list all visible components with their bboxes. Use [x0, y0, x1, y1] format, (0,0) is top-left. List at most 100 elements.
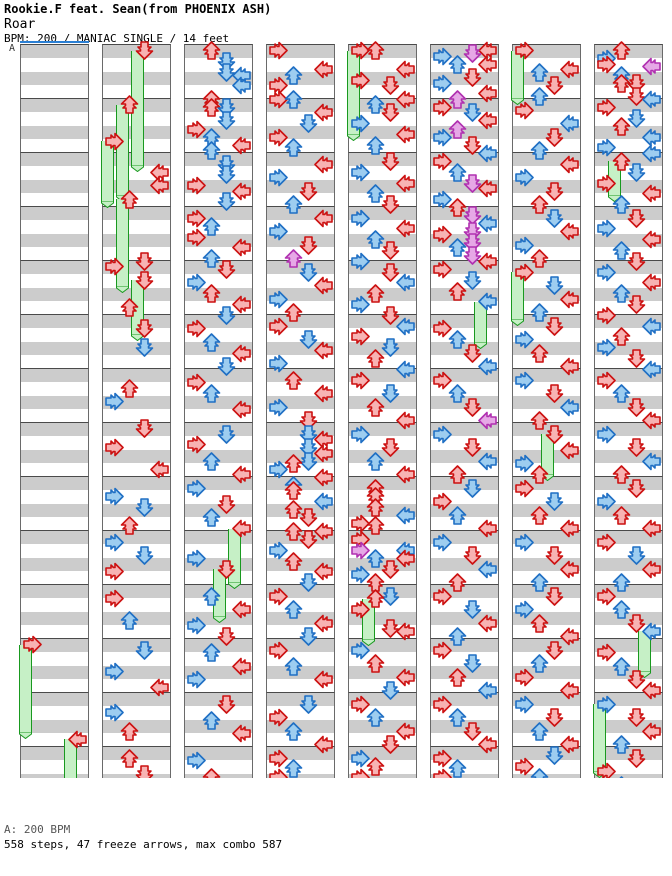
note-arrow-up[interactable]	[299, 694, 318, 714]
note-arrow-left[interactable]	[432, 225, 452, 244]
note-arrow-right[interactable]	[477, 452, 497, 471]
note-arrow-down[interactable]	[612, 117, 631, 136]
note-arrow-right[interactable]	[477, 735, 497, 754]
note-arrow-up[interactable]	[463, 135, 482, 155]
note-arrow-left[interactable]	[350, 600, 370, 619]
note-arrow-left[interactable]	[186, 751, 206, 770]
note-arrow-down[interactable]	[366, 497, 385, 517]
note-arrow-left[interactable]	[186, 670, 206, 689]
note-arrow-up[interactable]	[463, 721, 482, 741]
note-arrow-down[interactable]	[612, 327, 631, 347]
note-arrow-up[interactable]	[381, 619, 400, 638]
note-arrow-left[interactable]	[514, 41, 534, 60]
note-arrow-left[interactable]	[104, 438, 124, 457]
note-arrow-left[interactable]	[104, 589, 124, 608]
note-arrow-down[interactable]	[284, 522, 303, 541]
note-arrow-left[interactable]	[514, 101, 534, 120]
note-arrow-up[interactable]	[627, 670, 646, 690]
note-arrow-right[interactable]	[67, 730, 87, 749]
note-arrow-down[interactable]	[366, 756, 385, 776]
note-arrow-down[interactable]	[202, 711, 221, 730]
note-arrow-down[interactable]	[284, 65, 303, 85]
note-arrow-down[interactable]	[612, 195, 631, 214]
note-arrow-up[interactable]	[627, 73, 646, 93]
note-arrow-up[interactable]	[217, 165, 236, 185]
note-arrow-left[interactable]	[432, 492, 452, 511]
note-arrow-down[interactable]	[448, 667, 467, 687]
note-arrow-down[interactable]	[448, 384, 467, 403]
note-arrow-down[interactable]	[120, 748, 139, 768]
note-arrow-left[interactable]	[514, 263, 534, 282]
note-arrow-left[interactable]	[104, 662, 124, 681]
note-arrow-up[interactable]	[135, 497, 154, 517]
note-arrow-left[interactable]	[432, 371, 452, 390]
note-arrow-right[interactable]	[313, 614, 333, 633]
note-arrow-right[interactable]	[477, 41, 497, 60]
note-arrow-right[interactable]	[641, 317, 661, 336]
note-arrow-up[interactable]	[381, 306, 400, 325]
note-arrow-left[interactable]	[514, 168, 534, 187]
note-arrow-down[interactable]	[202, 41, 221, 61]
note-arrow-up[interactable]	[217, 63, 236, 82]
note-arrow-down[interactable]	[284, 657, 303, 676]
note-arrow-up[interactable]	[135, 546, 154, 565]
note-arrow-left[interactable]	[186, 549, 206, 568]
note-arrow-down[interactable]	[448, 162, 467, 182]
note-arrow-up[interactable]	[463, 103, 482, 123]
freeze-arrow-body[interactable]	[511, 272, 524, 319]
note-arrow-left[interactable]	[596, 263, 616, 282]
note-arrow-down[interactable]	[366, 451, 385, 471]
note-arrow-up[interactable]	[381, 152, 400, 171]
note-arrow-right[interactable]	[477, 179, 497, 198]
note-arrow-up[interactable]	[463, 600, 482, 619]
note-arrow-left[interactable]	[350, 768, 370, 778]
note-arrow-up[interactable]	[135, 419, 154, 439]
note-arrow-down[interactable]	[612, 73, 631, 93]
note-arrow-down[interactable]	[448, 708, 467, 727]
note-arrow-left[interactable]	[104, 533, 124, 552]
note-arrow-down[interactable]	[202, 643, 221, 663]
note-arrow-down[interactable]	[284, 551, 303, 571]
freeze-arrow-body[interactable]	[541, 434, 554, 475]
note-arrow-down[interactable]	[612, 775, 631, 778]
note-arrow-down[interactable]	[284, 249, 303, 268]
note-arrow-right[interactable]	[231, 600, 251, 619]
note-arrow-left[interactable]	[268, 290, 288, 309]
note-arrow-up[interactable]	[299, 181, 318, 201]
note-arrow-up[interactable]	[463, 44, 482, 63]
note-arrow-down[interactable]	[120, 378, 139, 398]
note-arrow-down[interactable]	[448, 119, 467, 139]
stepchart-grid[interactable]: A	[0, 41, 672, 778]
note-arrow-right[interactable]	[641, 144, 661, 163]
note-arrow-down[interactable]	[284, 500, 303, 520]
note-arrow-right[interactable]	[559, 114, 579, 133]
note-arrow-left[interactable]	[432, 587, 452, 606]
note-arrow-right[interactable]	[477, 681, 497, 700]
freeze-arrow-body[interactable]	[474, 301, 487, 343]
note-arrow-down[interactable]	[120, 611, 139, 630]
note-arrow-down[interactable]	[366, 95, 385, 115]
note-arrow-up[interactable]	[545, 316, 564, 336]
note-arrow-right[interactable]	[313, 522, 333, 541]
note-arrow-left[interactable]	[22, 635, 42, 654]
note-arrow-left[interactable]	[268, 354, 288, 373]
note-arrow-left[interactable]	[432, 695, 452, 714]
note-arrow-down[interactable]	[448, 627, 467, 646]
note-arrow-up[interactable]	[217, 424, 236, 444]
note-arrow-right[interactable]	[395, 360, 415, 379]
note-arrow-down[interactable]	[366, 135, 385, 155]
note-arrow-right[interactable]	[559, 357, 579, 376]
note-arrow-right[interactable]	[477, 214, 497, 233]
note-arrow-right[interactable]	[313, 103, 333, 122]
note-arrow-right[interactable]	[395, 90, 415, 109]
note-arrow-down[interactable]	[202, 333, 221, 352]
note-arrow-left[interactable]	[596, 338, 616, 357]
note-arrow-left[interactable]	[596, 98, 616, 117]
note-arrow-right[interactable]	[641, 360, 661, 379]
note-arrow-right[interactable]	[641, 184, 661, 203]
note-arrow-left[interactable]	[350, 514, 370, 533]
note-arrow-up[interactable]	[627, 349, 646, 368]
note-arrow-left[interactable]	[186, 616, 206, 635]
note-arrow-right[interactable]	[395, 465, 415, 484]
note-arrow-right[interactable]	[559, 290, 579, 309]
